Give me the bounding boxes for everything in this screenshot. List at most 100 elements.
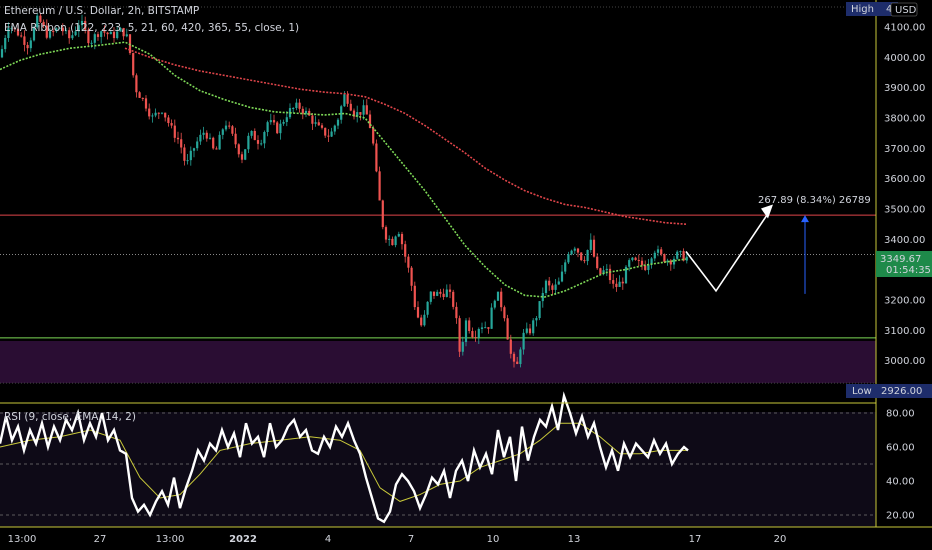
candle-body [151,115,154,117]
rsi-tick-label: 80.00 [886,409,915,420]
candle-body [336,119,340,126]
candle-body [13,28,16,30]
candle-body [42,21,45,26]
candle-body [266,122,269,132]
candle-body [589,239,592,251]
candle-body [528,328,532,334]
candle-body [228,125,231,127]
price-axis-ticks[interactable]: 4100.00 4000.00 3900.00 3800.00 3700.00 3600.… [884,23,925,398]
candle-body [423,314,426,326]
candle-body [304,110,308,114]
high-badge: High 4 [846,2,898,16]
candle-body [80,20,84,26]
candle-body [7,28,10,38]
candle-body [279,123,282,134]
currency-badge[interactable]: USD [890,2,918,17]
candle-body [346,94,349,104]
candle-body [602,270,605,275]
candle-body [295,102,298,109]
candle-body [237,144,240,155]
candle-body [448,289,452,292]
chart-title: Ethereum / U.S. Dollar, 2h, BITSTAMP [4,5,199,17]
ema-ribbon-label[interactable]: EMA Ribbon (122, 223, 5, 21, 60, 420, 36… [4,22,299,34]
candle-body [362,105,365,115]
candle-body [173,125,176,138]
candle-body [157,112,160,114]
candle-body [487,327,490,329]
candle-body [663,254,666,262]
time-tick-label: 17 [689,534,702,545]
candle-body [340,106,343,120]
candle-body [631,257,634,261]
time-tick-label: 4 [325,534,331,545]
candle-body [167,117,170,124]
candle-body [282,121,285,124]
candle-body [61,27,64,32]
candle-body [260,143,263,145]
low-label: Low [852,386,872,397]
candle-body [615,283,618,287]
candle-body [426,301,429,315]
candle-body [276,122,279,134]
candle-body [183,147,186,161]
candle-body [500,291,503,308]
candle-body [650,258,653,265]
candle-body [317,122,320,126]
candle-body [554,284,557,290]
candle-body [596,256,599,269]
rsi-tick-label: 40.00 [886,477,915,488]
candle-body [218,134,221,150]
horizontal-levels [0,6,876,384]
candle-body [400,233,404,245]
candle-body [503,307,506,319]
candle-body [624,266,628,284]
price-tick-label: 3800.00 [884,114,925,125]
candle-body [580,252,583,261]
candle-body [464,320,468,343]
candle-body [352,110,356,117]
price-tick-label: 3500.00 [884,205,925,216]
candle-body [202,132,205,135]
candle-body [544,280,548,294]
candle-body [298,102,301,109]
candle-body [100,31,103,37]
candle-body [212,137,215,149]
price-tick-label: 3400.00 [884,235,925,246]
time-tick-label: 13:00 [8,534,37,545]
candle-body [669,260,672,265]
price-tick-label: 3200.00 [884,296,925,307]
candle-body [52,31,55,33]
candle-body [64,30,68,32]
rsi-line [0,391,689,524]
candle-body [583,260,586,262]
candle-body [452,291,455,307]
candle-body [128,34,132,54]
candle-body [192,148,196,151]
measure-label: 267.89 (8.34%) 26789 [758,195,871,206]
candle-body [612,280,615,284]
candle-body [618,281,621,287]
rsi-label[interactable]: RSI (9, close, EMA, 14, 2) [4,411,136,423]
candle-body [378,171,381,201]
candle-body [647,264,650,271]
candle-body [541,293,544,302]
time-tick-label: 13:00 [156,534,185,545]
candle-body [685,256,688,261]
candle-body [247,135,250,150]
rsi-tick-label: 20.00 [886,511,915,522]
candle-body [496,291,500,301]
candle-body [599,268,602,275]
time-tick-label: 10 [487,534,500,545]
candle-body [413,285,416,308]
candle-body [32,27,36,41]
rsi-axis-ticks[interactable]: 80.00 60.00 40.00 20.00 [886,409,915,522]
candle-body [628,260,631,267]
candle-body [365,105,368,115]
candle-body [199,134,202,142]
candle-body [324,127,327,136]
candle-body [221,129,224,135]
time-axis-ticks[interactable]: 13:00 27 13:00 2022 4 7 10 13 17 20 [8,534,787,545]
candle-body [608,268,612,281]
currency-label: USD [895,5,917,16]
